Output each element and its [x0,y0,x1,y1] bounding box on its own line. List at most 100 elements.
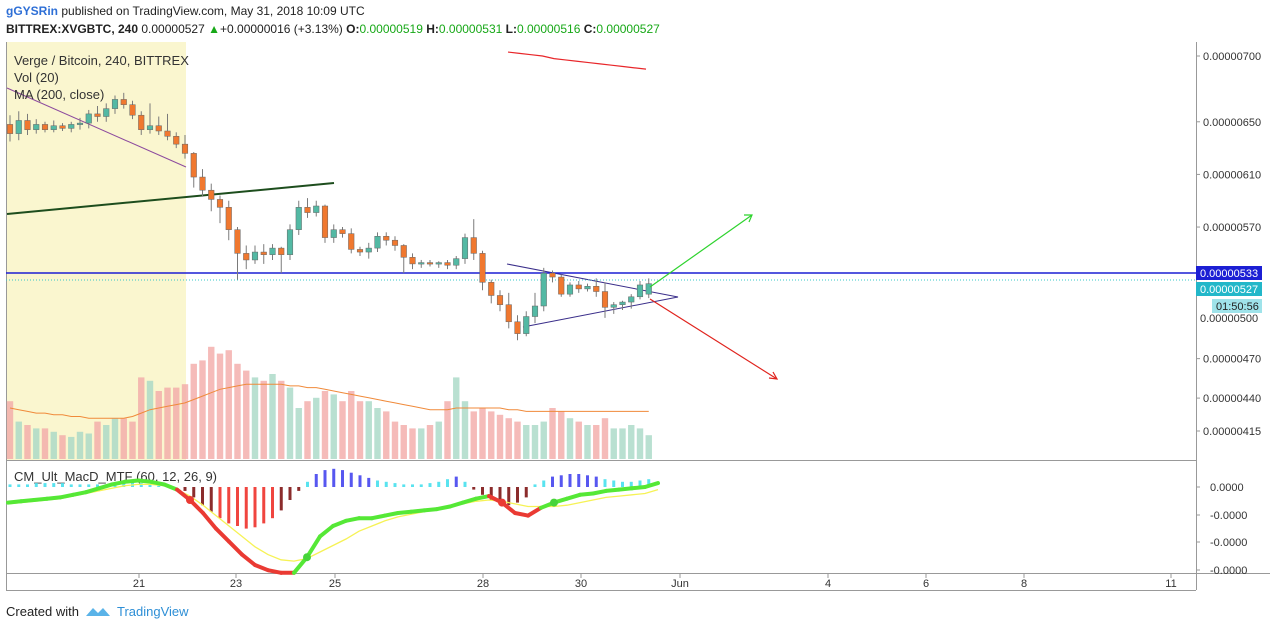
time-axis[interactable]: 21 23 25 28 30 Jun 4 6 8 11 [133,573,1177,590]
legend-volume: Vol (20) [14,70,59,85]
volume-bar [208,346,215,459]
candle-body [365,247,372,253]
candle-body [339,229,346,234]
volume-bar [339,401,346,459]
volume-bar [33,428,40,459]
candle-body [356,249,364,253]
candle-body [514,321,521,334]
macd-hist-bar [52,483,56,487]
macd-hist-bar [542,480,546,487]
candle-body [330,229,337,238]
candle-body [566,284,574,295]
macd-line-segment [331,518,348,528]
hline-badge [1196,266,1262,280]
macd-line-segment [149,479,166,487]
macd-line-segment [110,479,127,487]
low-label: L: [505,22,517,36]
macd-hist-bar [236,487,239,526]
macd-line-segment [396,509,413,515]
candle-body [164,130,171,137]
candle-body [523,316,530,334]
macd-hist-bar [279,487,283,511]
macd-cross-dot [186,496,194,504]
price-axis[interactable]: 0.00000700 0.00000650 0.00000610 0.00000570… [1196,51,1261,438]
macd-hist-bar [568,474,572,487]
change-arrow-icon: ▲ [208,22,221,36]
volume-bar [251,377,259,459]
macd-hist-bar [507,487,511,506]
macd-line-segment [513,511,530,518]
macd-hist-bar [498,487,502,504]
macd-hist-bar [78,484,82,487]
price-tick-label: 0.00000415 [1203,426,1261,438]
time-tick-label: Jun [671,578,689,590]
macd-hist-bar [577,474,581,487]
macd-hist-bar [621,481,624,487]
volume-bar [41,428,49,459]
volume-bar [365,401,372,459]
macd-hist-bar [96,484,99,487]
macd-hist-bar [306,481,309,487]
macd-cross-dot [550,498,558,507]
price-tick-label: 0.00000570 [1203,222,1261,234]
macd-line-segment [318,524,335,539]
macd-hist-bar [358,475,362,487]
macd-hist-bar [323,470,327,487]
volume-bar [295,408,302,459]
macd-hist-bar [122,481,126,487]
candle-body [383,236,390,241]
macd-line-segment [630,485,647,491]
macd-line-segment [305,534,322,560]
macd-hist-bar [61,483,64,487]
volume-bar [330,394,337,459]
candle-body [129,104,136,116]
candle-body [68,124,75,129]
volume-bar [470,411,477,459]
macd-line-segment [266,568,283,575]
legend-macd: CM_Ult_MacD_MTF (60, 12, 26, 9) [14,469,217,484]
volume-ma-line [9,383,649,419]
candle-body [15,120,22,134]
volume-bar [383,411,390,459]
macd-line-segment [214,526,231,544]
macd-hist-bar [411,484,414,487]
candle-body [645,283,652,295]
volume-bar [111,418,119,459]
macd-hist-bar [271,487,274,519]
candle-body [138,114,145,130]
candle-body [216,199,224,208]
publisher-user[interactable]: gGYSRin [6,4,59,18]
candle-body [24,120,31,130]
macd-hist-bar [8,484,12,487]
macd-hist-bar [594,476,598,487]
macd-hist-bar [332,468,336,487]
macd-hist-bar [376,480,379,487]
hline-price-label: 0.00000533 [1196,266,1262,280]
volume-bar [286,387,294,459]
volume-bar [269,374,276,459]
candle-body [453,258,460,266]
brand-link[interactable]: TradingView [116,604,189,619]
volume-bar [619,428,626,459]
candle-body [391,239,399,246]
macd-line-segment [6,499,23,505]
volume-bar [50,431,57,459]
volume-bar [514,421,521,459]
volume-bars [6,346,652,459]
tradingview-logo-icon [85,607,110,616]
volume-bar [15,421,22,459]
macd-hist-bar [43,483,47,487]
last-badge [1196,282,1262,296]
macd-line-segment [474,494,491,501]
candle-body [33,124,40,130]
macd-line-segment [435,504,452,512]
volume-bar [479,408,486,459]
volume-bar [146,380,154,459]
macd-axis[interactable]: 0.0000 -0.0000 -0.0000 -0.0000 [1196,482,1247,577]
candle-body [59,125,66,129]
price-tick-label: 0.00000440 [1203,393,1261,405]
macd-hist-bar [481,487,484,495]
volume-bar [628,425,635,459]
macd-hist-bar [551,476,554,487]
